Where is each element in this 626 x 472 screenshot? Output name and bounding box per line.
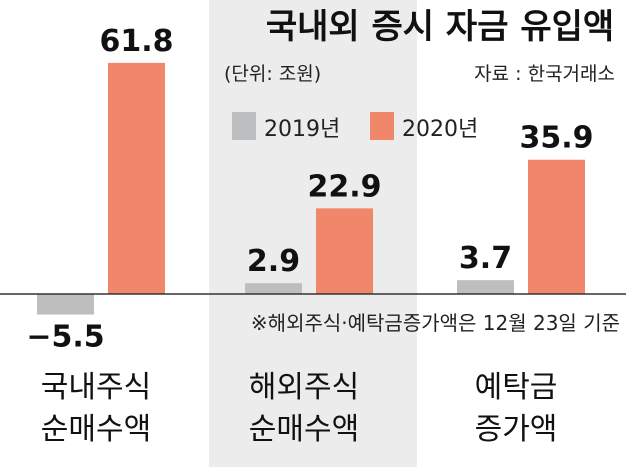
data-label: 61.8 bbox=[99, 24, 173, 59]
bar-2019 bbox=[457, 280, 514, 294]
legend-label: 2019년 bbox=[264, 117, 340, 142]
category-label: 순매수액 bbox=[249, 412, 359, 447]
data-label: 22.9 bbox=[307, 169, 381, 204]
category-label: 순매수액 bbox=[41, 412, 151, 447]
category-label: 예탁금 bbox=[475, 370, 558, 405]
category-label: 국내주식 bbox=[41, 370, 151, 405]
bar-2019 bbox=[37, 294, 94, 315]
category-panel bbox=[209, 0, 417, 467]
category-panel bbox=[0, 0, 208, 467]
chart-title: 국내외 증시 자금 유입액 bbox=[266, 7, 614, 47]
data-label: 35.9 bbox=[519, 121, 593, 156]
bar-2019 bbox=[245, 283, 302, 294]
bar-2020 bbox=[108, 62, 165, 295]
category-label: 해외주식 bbox=[249, 370, 359, 405]
legend: 2019년 2020년 bbox=[232, 112, 478, 142]
bar-2020 bbox=[528, 159, 585, 294]
source-label: 자료 : 한국거래소 bbox=[474, 63, 615, 85]
category-label: 증가액 bbox=[475, 412, 558, 447]
data-label: 3.7 bbox=[459, 241, 512, 276]
legend-swatch bbox=[370, 112, 394, 140]
category-panel bbox=[418, 0, 626, 467]
footnote: ※해외주식·예탁금증가액은 12월 23일 기준 bbox=[251, 311, 620, 335]
data-label: 2.9 bbox=[247, 244, 300, 279]
legend-label: 2020년 bbox=[402, 117, 478, 142]
bar-2020 bbox=[316, 208, 373, 294]
unit-label: (단위: 조원) bbox=[224, 63, 321, 85]
legend-swatch bbox=[232, 112, 256, 140]
bars: −5.5 61.8 2.9 22.9 3.7 35.9 bbox=[26, 24, 593, 355]
data-label: −5.5 bbox=[26, 320, 104, 355]
